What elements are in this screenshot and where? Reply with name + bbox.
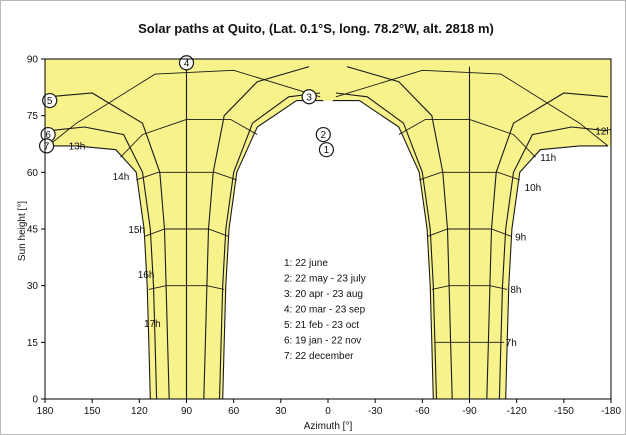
hour-line-12h: [335, 69, 609, 147]
x-tick-label--90: -90: [462, 406, 477, 417]
solar-path-2-afternoon: [335, 92, 438, 400]
legend-entry-6: 6: 19 jan - 22 nov: [284, 336, 361, 347]
hour-label-16h: 16h: [138, 270, 155, 281]
x-tick-label--120: -120: [507, 406, 527, 417]
hour-line-8h: [431, 285, 508, 290]
hour-label-13h: 13h: [69, 142, 86, 153]
hour-label-12h: 12h: [595, 127, 612, 138]
marker-label-3: 3: [306, 92, 312, 103]
marker-circle-2: [315, 126, 331, 143]
plot-lines-group: [48, 66, 608, 400]
marker-label-7: 7: [44, 141, 50, 152]
x-tick-label--30: -30: [368, 406, 383, 417]
x-tick-label-60: 60: [228, 406, 240, 417]
hour-line-13h: [47, 69, 321, 147]
x-tick-label-120: 120: [131, 406, 148, 417]
x-tick-label--180: -180: [601, 406, 621, 417]
solar-path-6-morning: [48, 126, 158, 400]
x-tick-label--60: -60: [415, 406, 430, 417]
y-tick-label-60: 60: [27, 168, 39, 179]
x-tick-label-180: 180: [37, 406, 54, 417]
hour-lines-group: [47, 69, 609, 343]
solar-path-3-afternoon: [346, 66, 453, 400]
hour-line-9h: [426, 228, 513, 238]
x-tick-label-0: 0: [325, 406, 331, 417]
solar-path-5-morning: [48, 92, 170, 400]
solar-path-7-afternoon: [505, 145, 608, 400]
hour-label-11h: 11h: [540, 153, 556, 164]
y-tick-label-45: 45: [27, 225, 39, 236]
hour-label-9h: 9h: [515, 232, 526, 243]
x-tick-label-90: 90: [181, 406, 193, 417]
solar-path-2-morning: [218, 92, 321, 400]
y-tick-label-30: 30: [27, 281, 39, 292]
y-tick-label-75: 75: [27, 111, 39, 122]
legend-entry-7: 7: 22 december: [284, 351, 354, 362]
marker-label-4: 4: [184, 58, 190, 69]
hour-label-17h: 17h: [144, 319, 161, 330]
chart-title: Solar paths at Quito, (Lat. 0.1°S, long.…: [138, 21, 494, 36]
hour-line-17h: [148, 285, 225, 290]
marker-label-2: 2: [321, 130, 327, 141]
solar-path-3-morning: [203, 66, 310, 400]
y-tick-label-90: 90: [27, 55, 39, 66]
x-axis-label: Azimuth [°]: [304, 421, 353, 432]
marker-circle-1: [318, 142, 335, 158]
hour-line-14h: [120, 118, 258, 158]
solar-path-5-afternoon: [486, 92, 608, 400]
marker-label-1: 1: [324, 145, 330, 156]
solar-path-6-afternoon: [498, 126, 608, 400]
hour-label-14h: 14h: [113, 172, 130, 183]
hour-line-10h: [419, 171, 520, 181]
marker-circle-5: [42, 92, 58, 109]
y-tick-label-0: 0: [32, 395, 38, 406]
x-tick-label-30: 30: [275, 406, 287, 417]
hour-label-7h: 7h: [506, 338, 517, 349]
legend-entry-2: 2: 22 may - 23 july: [284, 274, 366, 285]
y-tick-label-15: 15: [27, 338, 39, 349]
legend-entry-1: 1: 22 june: [284, 258, 328, 269]
legend-group: 1: 22 june 2: 22 may - 23 july 3: 20 apr -…: [284, 258, 366, 362]
axes-group: 180 150 120 90 60 30 0 -30 -60 -90 -120 -150 -180015…: [27, 55, 622, 418]
legend-entry-3: 3: 20 apr - 23 aug: [284, 289, 363, 300]
hour-label-15h: 15h: [128, 225, 145, 236]
hour-line-16h: [143, 228, 230, 238]
hour-label-8h: 8h: [510, 285, 521, 296]
solar-path-1-afternoon: [332, 100, 434, 400]
solar-path-7-morning: [48, 145, 151, 400]
marker-label-6: 6: [45, 130, 51, 141]
marker-circle-3: [301, 89, 317, 105]
marker-circle-7: [38, 138, 55, 154]
legend-entry-4: 4: 20 mar - 23 sep: [284, 305, 366, 316]
x-tick-label-150: 150: [84, 406, 101, 417]
x-tick-label--150: -150: [554, 406, 574, 417]
y-axis-label: Sun height [°]: [17, 201, 28, 261]
hour-label-10h: 10h: [525, 183, 542, 194]
hour-line-15h: [136, 171, 237, 181]
legend-entry-5: 5: 21 feb - 23 oct: [284, 320, 359, 331]
hour-line-11h: [398, 118, 536, 158]
solar-path-1-morning: [222, 100, 324, 400]
marker-label-5: 5: [47, 96, 53, 107]
